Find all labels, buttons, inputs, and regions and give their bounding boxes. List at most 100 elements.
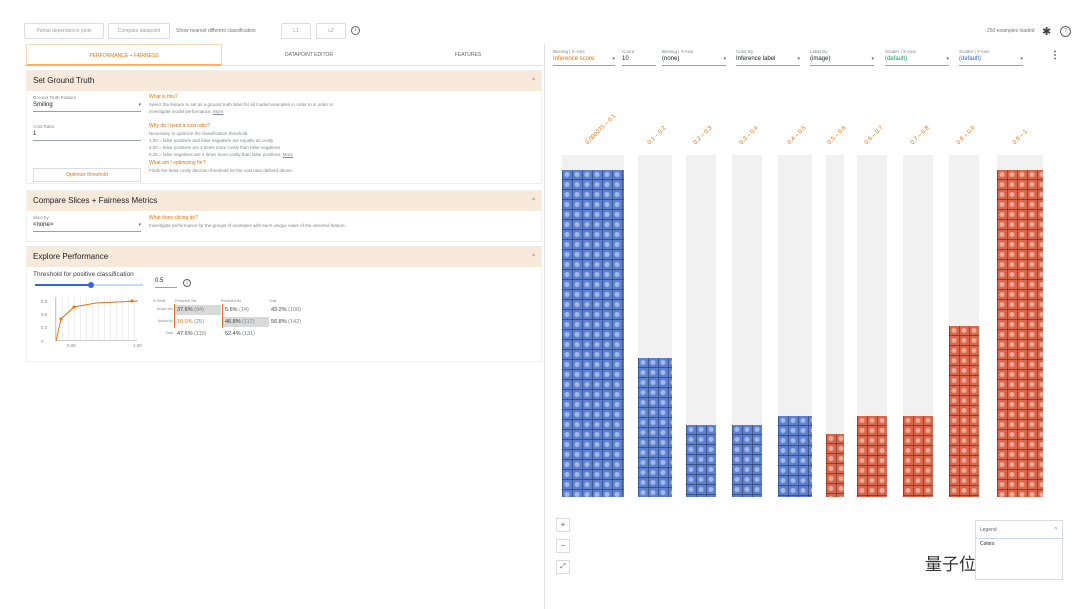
- cm-row-label: Actual Yes: [156, 307, 173, 311]
- ground-truth-header[interactable]: Set Ground Truth ^: [27, 71, 541, 91]
- threshold-label: Threshold for positive classification: [33, 271, 134, 278]
- roc-x-tick: 0.00: [67, 343, 76, 348]
- scatter-y-control[interactable]: Scatter | Y-Axis (default) ▾: [959, 49, 1023, 66]
- control-value: (default): [959, 56, 982, 62]
- left-panel: PERFORMANCE + FAIRNESS DATAPOINT EDITOR …: [24, 44, 542, 364]
- control-label: Binning | Y-Axis: [662, 49, 694, 54]
- control-select[interactable]: (image) ▾: [810, 56, 874, 66]
- chevron-up-icon[interactable]: ^: [532, 254, 535, 260]
- section-title: Set Ground Truth: [33, 76, 95, 85]
- optimize-threshold-button[interactable]: Optimize threshold: [33, 168, 141, 182]
- cm-divider: [222, 304, 223, 328]
- binning-x-control[interactable]: Binning | X-Axis Inference score ▾: [553, 49, 615, 66]
- control-label: Scatter | Y-Axis: [959, 49, 990, 54]
- bin-image-stack[interactable]: [903, 416, 933, 497]
- cm-value: 52.4%: [225, 331, 241, 337]
- bin-column[interactable]: [826, 155, 844, 497]
- cm-header: Total: [269, 299, 277, 303]
- what-is-this-body: Select the feature to set as a ground tr…: [149, 102, 334, 114]
- control-select[interactable]: (none) ▾: [662, 56, 726, 66]
- fit-view-button[interactable]: ⤢: [556, 560, 570, 574]
- bin-image-stack[interactable]: [949, 326, 979, 497]
- zoom-in-button[interactable]: +: [556, 518, 570, 532]
- examples-loaded: 250 examples loaded: [987, 28, 1035, 34]
- cost-ratio-label: Cost Ratio: [33, 124, 55, 129]
- roc-plot-area: [55, 297, 138, 341]
- threshold-input[interactable]: 0.5: [155, 278, 177, 288]
- count-control[interactable]: Count 10: [622, 49, 656, 66]
- l2-toggle[interactable]: L2: [316, 23, 346, 39]
- slices-header[interactable]: Compare Slices + Fairness Metrics ^: [27, 191, 541, 211]
- cm-cell-tp: 37.6% (94): [175, 305, 221, 315]
- what-is-this-text: Select the feature to set as a ground tr…: [149, 101, 349, 115]
- panel-splitter[interactable]: [544, 44, 545, 609]
- help-icon[interactable]: ?: [1060, 26, 1071, 37]
- top-toolbar: Partial dependence plots Compare datapoi…: [0, 0, 1080, 42]
- bin-image-stack[interactable]: [857, 416, 887, 497]
- cm-cell-total-no: 52.4% (131): [223, 329, 269, 339]
- legend-header[interactable]: Legend ^: [976, 521, 1062, 539]
- info-icon[interactable]: i: [183, 279, 191, 287]
- more-link-2[interactable]: More: [282, 152, 293, 157]
- threshold-slider-thumb[interactable]: [88, 282, 94, 288]
- slice-by-select[interactable]: <none> ▾: [33, 222, 141, 232]
- scatter-x-control[interactable]: Scatter | X-Axis (default) ▾: [885, 49, 949, 66]
- label-by-control[interactable]: Label By (image) ▾: [810, 49, 874, 66]
- dropdown-arrow-icon: ▾: [946, 56, 949, 62]
- l1-toggle[interactable]: L1: [281, 23, 311, 39]
- bin-image-stack[interactable]: [562, 170, 624, 497]
- control-value: (none): [662, 56, 680, 62]
- control-select[interactable]: Inference score ▾: [553, 56, 615, 66]
- roc-y-tick: 0.8: [41, 299, 48, 304]
- binning-y-control[interactable]: Binning | Y-Axis (none) ▾: [662, 49, 726, 66]
- more-vert-icon[interactable]: ⋮: [1050, 50, 1060, 61]
- dropdown-arrow-icon: ▾: [871, 56, 874, 62]
- tab-datapoint-editor[interactable]: DATAPOINT EDITOR: [285, 52, 333, 58]
- tab-features[interactable]: FEATURES: [454, 52, 482, 58]
- bin-image-stack[interactable]: [997, 170, 1043, 497]
- slice-by-value: <none>: [33, 222, 54, 228]
- cm-cell-fn: 5.6% (14): [223, 305, 269, 315]
- bin-image-stack[interactable]: [778, 416, 812, 497]
- color-by-control[interactable]: Color By Inference label ▾: [736, 49, 800, 66]
- chevron-up-icon[interactable]: ^: [532, 78, 535, 84]
- control-select[interactable]: (default) ▾: [885, 56, 949, 66]
- dropdown-arrow-icon: ▾: [612, 56, 615, 62]
- more-link[interactable]: More: [213, 109, 224, 114]
- chevron-up-icon[interactable]: ^: [1054, 527, 1057, 533]
- tab-bar: PERFORMANCE + FAIRNESS DATAPOINT EDITOR …: [24, 44, 542, 66]
- gt-feature-select[interactable]: Smiling ▾: [33, 102, 141, 112]
- zoom-out-button[interactable]: −: [556, 539, 570, 553]
- control-value: Inference score: [553, 56, 595, 62]
- cm-value: 37.6%: [177, 307, 193, 313]
- bin-image-stack[interactable]: [826, 434, 844, 497]
- right-panel: Binning | X-Axis Inference score ▾ Count …: [548, 44, 1080, 609]
- why-cost-heading: Why do I need a cost ratio?: [149, 123, 210, 129]
- slicing-text: Investigate performance for the groups o…: [149, 223, 346, 228]
- cost-ratio-input[interactable]: 1: [33, 131, 141, 141]
- cm-row-label: Total: [165, 331, 173, 335]
- gear-icon[interactable]: ✱: [1042, 26, 1052, 38]
- compare-datapoint-button[interactable]: Compare datapoint: [108, 23, 170, 39]
- bin-image-stack[interactable]: [732, 425, 762, 497]
- cm-value: 47.6%: [177, 331, 193, 337]
- info-icon[interactable]: i: [351, 26, 360, 35]
- control-select[interactable]: Inference label ▾: [736, 56, 800, 66]
- bin-image-stack[interactable]: [686, 425, 716, 497]
- dropdown-arrow-icon: ▾: [1020, 56, 1023, 62]
- why-cost-line3: 4.00 = false positives are 4 times more …: [149, 145, 281, 150]
- tab-performance-fairness[interactable]: PERFORMANCE + FAIRNESS: [26, 44, 222, 66]
- cm-value: 5.6%: [225, 307, 238, 313]
- pdp-button[interactable]: Partial dependence plots: [24, 23, 104, 39]
- why-cost-line4-text: 0.25 = false negatives are 4 times more …: [149, 152, 282, 157]
- threshold-slider-track[interactable]: [35, 282, 143, 288]
- cm-row-label: Actual No: [157, 319, 173, 323]
- gt-feature-label: Ground Truth Feature: [33, 95, 77, 100]
- performance-header[interactable]: Explore Performance ^: [27, 247, 541, 267]
- count-input[interactable]: 10: [622, 56, 656, 66]
- cm-count: (108): [288, 307, 301, 313]
- threshold-slider-fill: [35, 284, 91, 286]
- chevron-up-icon[interactable]: ^: [532, 198, 535, 204]
- bin-image-stack[interactable]: [638, 358, 672, 497]
- control-select[interactable]: (default) ▾: [959, 56, 1023, 66]
